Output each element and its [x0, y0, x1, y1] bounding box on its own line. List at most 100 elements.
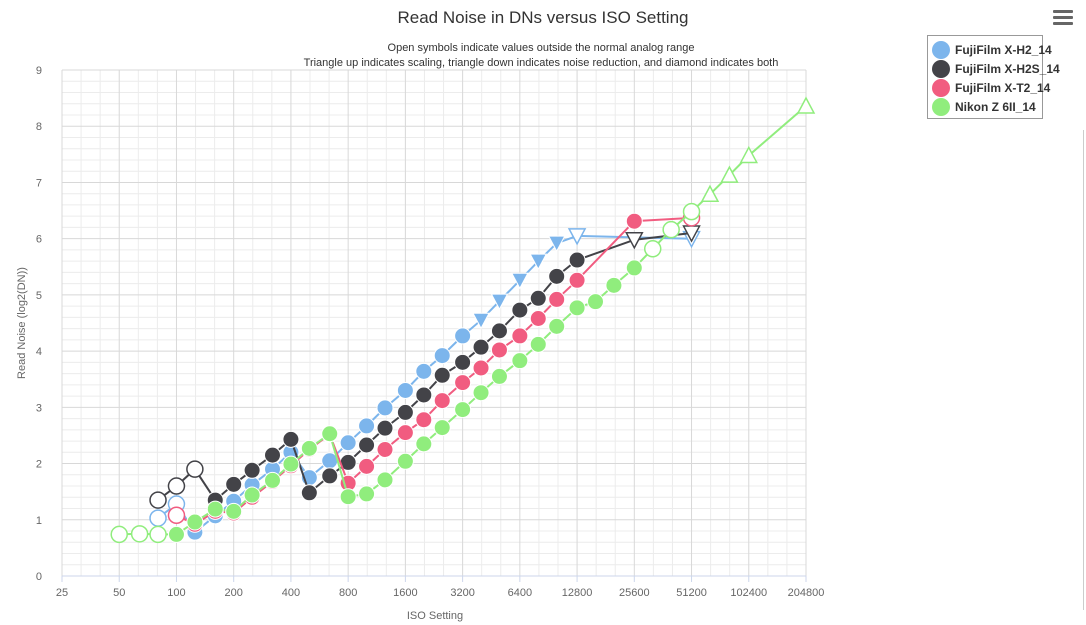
data-point[interactable] — [433, 419, 451, 437]
x-tick-label: 12800 — [562, 587, 593, 599]
data-point[interactable] — [587, 293, 605, 311]
data-point[interactable] — [568, 299, 586, 317]
data-point[interactable] — [376, 471, 394, 489]
data-point[interactable] — [511, 301, 529, 319]
data-point[interactable] — [490, 293, 509, 311]
legend-item-3[interactable]: Nikon Z 6II_14 — [932, 97, 1042, 116]
data-point[interactable] — [243, 461, 261, 479]
legend: FujiFilm X-H2_14 FujiFilm X-H2S_14 FujiFil… — [927, 35, 1060, 119]
data-point[interactable] — [548, 290, 566, 308]
data-point[interactable] — [396, 452, 414, 470]
data-point[interactable] — [130, 525, 149, 543]
data-point[interactable] — [415, 411, 433, 429]
data-point[interactable] — [548, 267, 566, 285]
data-point[interactable] — [511, 352, 529, 370]
data-point[interactable] — [796, 96, 816, 114]
data-point[interactable] — [300, 439, 318, 457]
data-point[interactable] — [167, 506, 186, 525]
data-point[interactable] — [472, 384, 490, 402]
data-point[interactable] — [454, 327, 472, 345]
data-point[interactable] — [454, 401, 472, 419]
data-point[interactable] — [415, 435, 433, 453]
legend-item-2[interactable]: FujiFilm X-T2_14 — [932, 78, 1050, 97]
data-point[interactable] — [186, 460, 204, 478]
data-point[interactable] — [396, 403, 414, 421]
data-point[interactable] — [282, 455, 300, 473]
data-point[interactable] — [263, 446, 281, 464]
data-point[interactable] — [167, 525, 185, 543]
data-point[interactable] — [415, 362, 433, 380]
data-point[interactable] — [321, 467, 339, 485]
data-point[interactable] — [358, 436, 376, 454]
data-point[interactable] — [511, 327, 529, 345]
axes: 25 50 100 200 400 800 1600 3200 6400 12800 25600 51… — [36, 65, 824, 599]
data-point[interactable] — [662, 220, 680, 239]
data-point[interactable] — [282, 430, 300, 448]
data-point[interactable] — [376, 419, 394, 437]
data-point[interactable] — [472, 359, 490, 377]
data-point[interactable] — [243, 486, 261, 504]
data-point[interactable] — [186, 513, 204, 531]
data-point[interactable] — [339, 434, 357, 452]
data-point[interactable] — [206, 500, 224, 518]
data-point[interactable] — [454, 353, 472, 371]
data-point[interactable] — [358, 417, 376, 435]
data-point[interactable] — [568, 251, 586, 269]
data-point[interactable] — [625, 232, 644, 250]
data-point[interactable] — [225, 475, 243, 493]
legend-item-0[interactable]: FujiFilm X-H2_14 — [932, 40, 1052, 59]
data-point[interactable] — [433, 347, 451, 365]
data-point[interactable] — [472, 338, 490, 356]
data-point[interactable] — [700, 184, 720, 203]
data-point[interactable] — [396, 424, 414, 442]
menu-bar-icon — [1053, 10, 1073, 13]
data-point[interactable] — [149, 525, 167, 544]
data-point[interactable] — [625, 259, 643, 277]
data-point[interactable] — [149, 491, 167, 509]
data-point[interactable] — [415, 386, 433, 404]
scrollbar-edge — [1083, 130, 1084, 610]
y-tick-label: 9 — [36, 65, 42, 77]
data-point[interactable] — [167, 477, 186, 495]
data-point[interactable] — [529, 310, 547, 328]
data-point[interactable] — [548, 317, 566, 335]
data-point[interactable] — [529, 289, 547, 307]
data-point[interactable] — [739, 145, 759, 164]
data-point[interactable] — [529, 253, 548, 271]
menu-bar-icon — [1053, 22, 1073, 25]
data-point[interactable] — [454, 374, 472, 392]
legend-label: FujiFilm X-H2_14 — [955, 42, 1052, 57]
data-point[interactable] — [490, 341, 508, 359]
data-point[interactable] — [396, 381, 414, 399]
data-point[interactable] — [433, 366, 451, 384]
legend-item-1[interactable]: FujiFilm X-H2S_14 — [932, 59, 1060, 78]
data-point[interactable] — [568, 271, 586, 289]
data-point[interactable] — [567, 228, 587, 246]
data-point[interactable] — [433, 392, 451, 410]
data-point[interactable] — [321, 425, 339, 443]
data-point[interactable] — [263, 471, 281, 489]
data-point[interactable] — [625, 212, 643, 230]
data-point[interactable] — [225, 502, 243, 520]
data-point[interactable] — [490, 322, 508, 340]
x-tick-label: 6400 — [508, 587, 532, 599]
data-point[interactable] — [529, 335, 547, 353]
y-tick-label: 2 — [36, 459, 42, 471]
data-point[interactable] — [511, 272, 529, 290]
data-point[interactable] — [376, 399, 394, 417]
data-point[interactable] — [358, 457, 376, 475]
data-point[interactable] — [358, 485, 376, 503]
data-point[interactable] — [110, 525, 128, 544]
data-point[interactable] — [300, 484, 318, 502]
data-point[interactable] — [472, 312, 490, 330]
data-point[interactable] — [376, 441, 394, 458]
data-point[interactable] — [720, 165, 739, 183]
data-point[interactable] — [339, 488, 357, 506]
data-point[interactable] — [682, 202, 701, 221]
data-point[interactable] — [643, 240, 662, 258]
data-point[interactable] — [149, 509, 167, 527]
data-point[interactable] — [605, 276, 623, 294]
data-point[interactable] — [490, 367, 508, 385]
data-point[interactable] — [547, 235, 566, 253]
chart-menu-button[interactable] — [1053, 10, 1073, 26]
